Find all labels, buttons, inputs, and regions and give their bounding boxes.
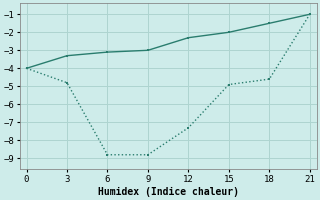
X-axis label: Humidex (Indice chaleur): Humidex (Indice chaleur) <box>98 186 239 197</box>
